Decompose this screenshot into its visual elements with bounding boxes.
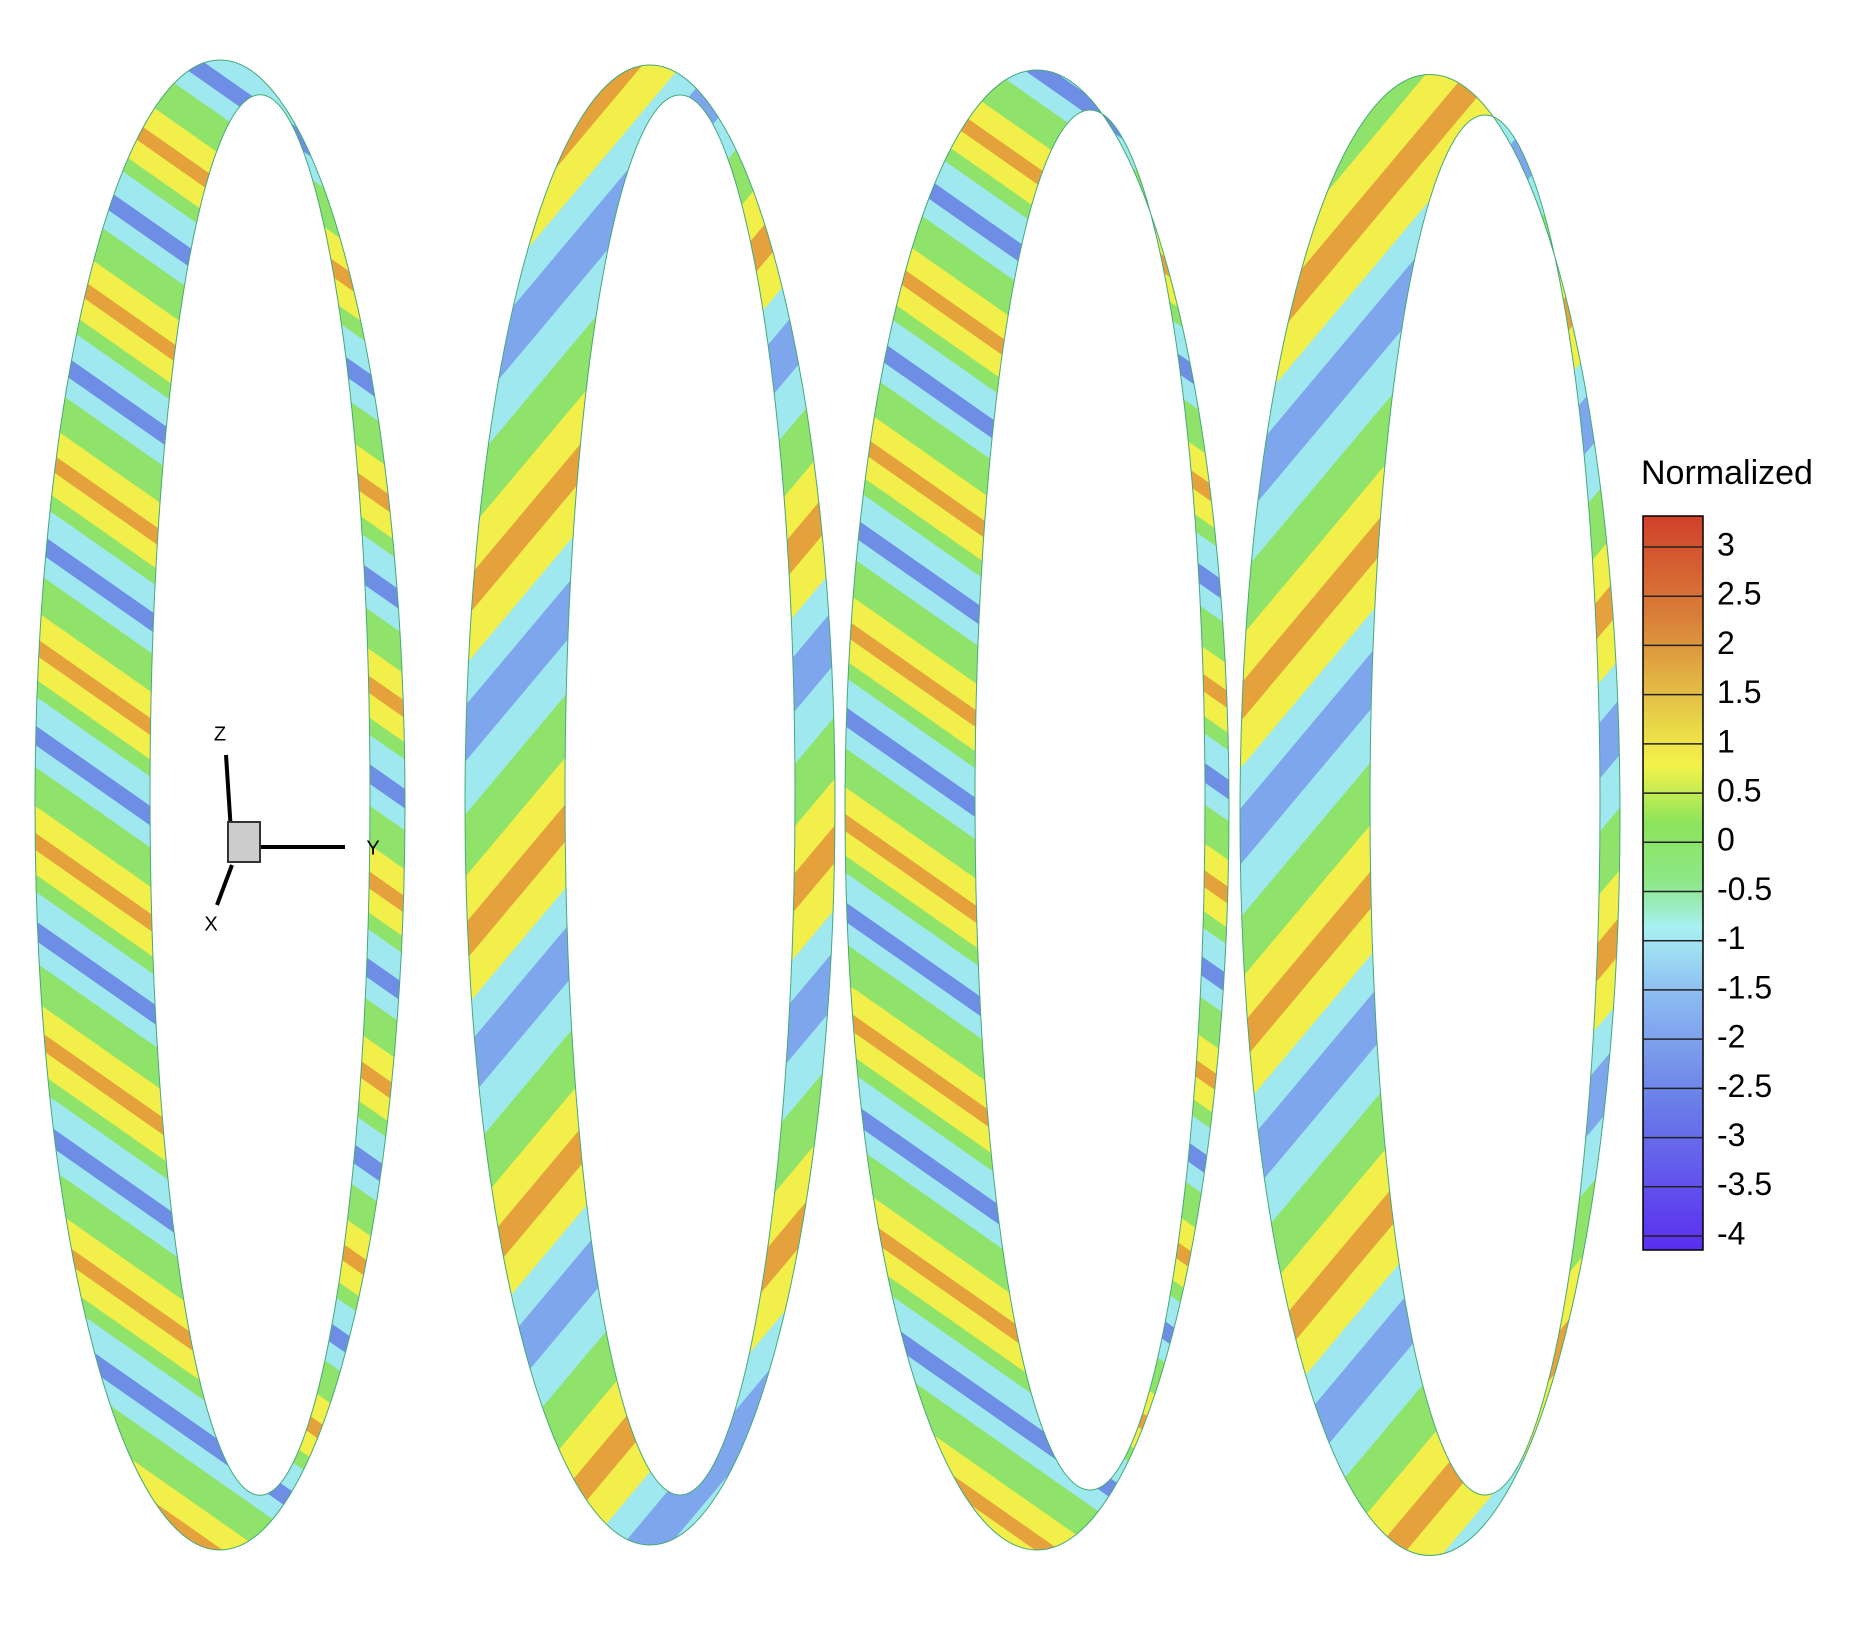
colorbar-tick-label: -0.5 [1717,871,1772,907]
colorbar-tick-label: 1 [1717,723,1735,759]
axes-triad [215,754,345,906]
colorbar-tick-label: -1.5 [1717,969,1772,1005]
axis-label: Z [214,723,226,745]
colorbar-tick-label: 1.5 [1717,674,1761,710]
axis-label: X [204,913,217,935]
colorbar-tick-label: -2 [1717,1019,1745,1055]
colorbar-tick-label: 2.5 [1717,576,1761,612]
triad-cube [227,821,261,863]
ring [464,64,836,1546]
colorbar-tick-label: 0.5 [1717,773,1761,809]
colorbar [1642,515,1704,1251]
rings [34,59,1621,1556]
colorbar-tick-label: 0 [1717,822,1735,858]
colorbar-tick-label: -1 [1717,920,1745,956]
ring [34,59,406,1551]
colorbar-tick-label: -4 [1717,1215,1745,1251]
ring [844,69,1230,1551]
colorbar-tick-label: -3 [1717,1117,1745,1153]
ring [1239,74,1621,1556]
colorbar-tick-label: -3.5 [1717,1166,1772,1202]
colorbar-tick-label: 2 [1717,625,1735,661]
colorbar-title: Normalized [1641,454,1813,492]
colorbar-tick-label: -2.5 [1717,1068,1772,1104]
colorbar-tick-label: 3 [1717,526,1735,562]
x-axis [215,864,234,906]
axis-label: Y [366,837,379,859]
